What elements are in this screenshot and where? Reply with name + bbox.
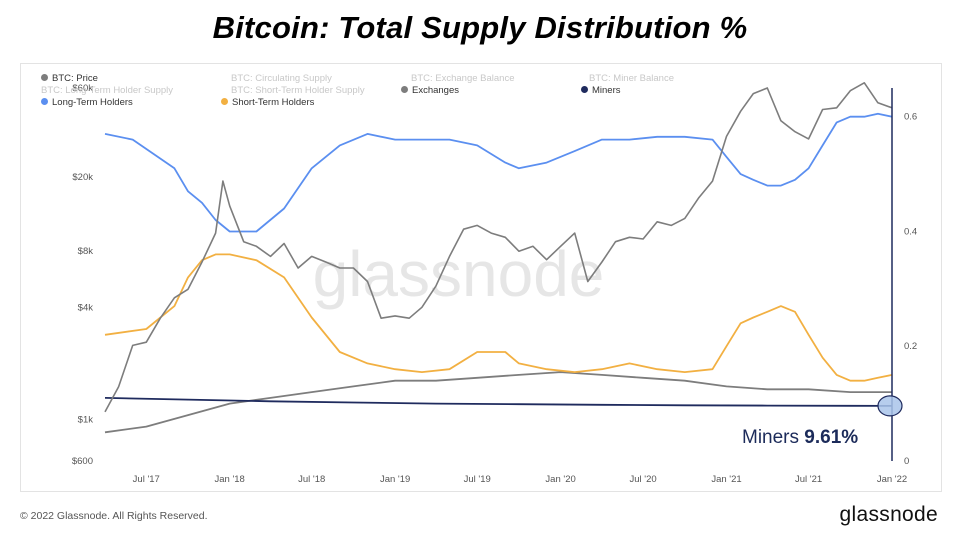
series-line-long-term-holders xyxy=(104,112,893,233)
x-tick-label: Jul '19 xyxy=(464,474,491,485)
legend-label: BTC: Price xyxy=(52,73,98,84)
legend-dot-icon xyxy=(41,73,48,81)
legend-label: BTC: Exchange Balance xyxy=(411,73,515,84)
glassnode-logo: glassnode xyxy=(839,503,938,526)
legend-label: Miners xyxy=(592,85,621,96)
legend-item[interactable]: Long-Term Holders xyxy=(41,97,133,108)
x-tick-label: Jul '21 xyxy=(795,474,822,485)
legend-label: BTC: Short-Term Holder Supply xyxy=(231,85,365,96)
x-tick-label: Jan '19 xyxy=(380,474,410,485)
series-line-short-term-holders xyxy=(104,253,893,382)
legend-item[interactable]: BTC: Circulating Supply xyxy=(231,73,332,84)
series-line-miners xyxy=(104,397,893,407)
legend-label: BTC: Long-Term Holder Supply xyxy=(41,85,173,96)
y-left-tick-label: $60k xyxy=(72,83,93,94)
legend-label: Long-Term Holders xyxy=(52,97,133,108)
legend-item[interactable]: Short-Term Holders xyxy=(221,97,314,108)
y-right-tick-label: 0.6 xyxy=(904,112,917,123)
y-left-tick-label: $600 xyxy=(72,456,93,467)
legend-dot-icon xyxy=(581,85,588,93)
chart-svg: glassnode $60k $20k $8k $4k $1k $600 0.6 0.4 0.2 0… xyxy=(72,82,917,485)
copyright: © 2022 Glassnode. All Rights Reserved. xyxy=(20,510,208,522)
x-tick-label: Jan '20 xyxy=(545,474,575,485)
legend-label: Exchanges xyxy=(412,85,460,96)
legend-label: Short-Term Holders xyxy=(232,97,315,108)
y-left-tick-label: $20k xyxy=(72,172,93,183)
legend-dot-icon xyxy=(401,85,408,93)
y-left-tick-label: $4k xyxy=(78,302,94,313)
legend-item[interactable]: BTC: Miner Balance xyxy=(589,73,674,84)
chart-title: Bitcoin: Total Supply Distribution % xyxy=(212,10,748,45)
legend-item[interactable]: Exchanges xyxy=(401,85,459,96)
y-right-tick-label: 0 xyxy=(904,456,909,467)
x-tick-label: Jan '22 xyxy=(877,474,907,485)
legend-dot-icon xyxy=(221,97,228,105)
legend-item[interactable]: BTC: Short-Term Holder Supply xyxy=(231,85,365,96)
x-tick-label: Jul '20 xyxy=(630,474,657,485)
y-left-tick-label: $8k xyxy=(78,246,94,257)
legend-item[interactable]: BTC: Exchange Balance xyxy=(411,73,515,84)
y-left-tick-label: $1k xyxy=(78,415,94,426)
legend-label: BTC: Circulating Supply xyxy=(231,73,332,84)
miners-callout-label: Miners xyxy=(742,427,800,448)
miners-callout-value: 9.61% xyxy=(804,427,859,448)
series-line-exchanges xyxy=(104,371,892,434)
series-line-btc-price xyxy=(104,82,893,413)
miners-callout: Miners 9.61% xyxy=(742,427,858,449)
legend-item[interactable]: Miners xyxy=(581,85,621,96)
legend-item[interactable]: BTC: Price xyxy=(41,73,98,84)
y-right-tick-label: 0.4 xyxy=(904,226,917,237)
legend-label: BTC: Miner Balance xyxy=(589,73,675,84)
miners-highlight-circle xyxy=(877,395,903,417)
x-tick-label: Jan '21 xyxy=(711,474,741,485)
x-tick-label: Jul '17 xyxy=(133,474,160,485)
y-right-tick-label: 0.2 xyxy=(904,341,917,352)
legend-dot-icon xyxy=(41,97,48,105)
x-tick-label: Jul '18 xyxy=(298,474,325,485)
x-tick-label: Jan '18 xyxy=(214,474,244,485)
chart-panel: glassnode $60k $20k $8k $4k $1k $600 0.6 0.4 0.2 0… xyxy=(20,63,942,492)
watermark-text: glassnode xyxy=(313,238,605,310)
legend-item[interactable]: BTC: Long-Term Holder Supply xyxy=(41,85,173,96)
